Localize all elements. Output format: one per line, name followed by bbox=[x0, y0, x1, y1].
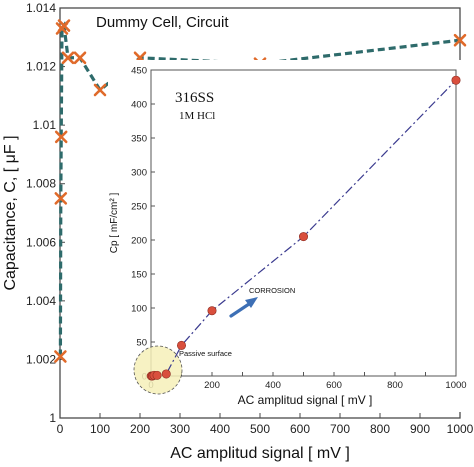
inset-x-tick-label: 400 bbox=[265, 380, 281, 391]
inset-data-point-marker bbox=[298, 232, 308, 242]
inset-data-point-marker bbox=[207, 306, 217, 316]
corrosion-arrowhead-icon bbox=[245, 297, 258, 308]
main-x-tick-label: 700 bbox=[330, 422, 350, 436]
inset-data-point-marker bbox=[177, 340, 187, 350]
inset-y-tick-label: 50 bbox=[136, 338, 147, 349]
inset-x-tick-label: 200 bbox=[204, 380, 220, 391]
inset-y-tick-label: 150 bbox=[131, 270, 147, 281]
main-x-tick-label: 200 bbox=[130, 422, 150, 436]
main-y-tick-label: 1.002 bbox=[26, 352, 56, 366]
main-data-point-marker bbox=[57, 19, 71, 32]
main-data-point-marker bbox=[54, 350, 67, 363]
main-y-tick-label: 1.008 bbox=[26, 177, 56, 191]
main-x-tick-label: 600 bbox=[290, 422, 310, 436]
main-chart-title: Dummy Cell, Circuit bbox=[96, 14, 229, 31]
inset-series bbox=[146, 75, 461, 381]
inset-y-tick-label: 450 bbox=[131, 66, 147, 77]
inset-chart-title: 316SS bbox=[175, 90, 214, 106]
main-data-point-marker bbox=[61, 51, 75, 65]
inset-y-tick-label: 100 bbox=[131, 304, 147, 315]
inset-x-axis-label: AC amplitud signal [ mV ] bbox=[238, 393, 373, 407]
main-data-point-marker bbox=[54, 192, 68, 205]
main-x-tick-label: 0 bbox=[57, 422, 64, 436]
inset-y-tick-label: 400 bbox=[131, 100, 147, 111]
inset-y-tick-label: 250 bbox=[131, 202, 147, 213]
main-x-tick-label: 800 bbox=[370, 422, 390, 436]
inset-data-point-marker bbox=[152, 370, 162, 380]
inset-y-tick-label: 200 bbox=[131, 236, 147, 247]
main-x-tick-label: 1000 bbox=[447, 422, 474, 436]
inset-data-point-marker bbox=[451, 75, 461, 85]
main-x-ticks: 0 100 200 300 400 500 600 700 800 900 1000 bbox=[57, 413, 474, 436]
main-y-tick-label: 1.004 bbox=[26, 294, 56, 308]
main-y-axis-label: Capacitance, C, [ μF ] bbox=[2, 135, 19, 290]
corrosion-annotation: CORROSION bbox=[249, 286, 295, 295]
inset-chart-subtitle: 1M HCl bbox=[179, 110, 215, 122]
inset-y-tick-label: 300 bbox=[131, 168, 147, 179]
inset-data-point-marker bbox=[161, 369, 171, 379]
main-data-point-marker bbox=[73, 51, 87, 65]
main-x-tick-label: 400 bbox=[210, 422, 230, 436]
main-y-tick-label: 1.01 bbox=[33, 118, 57, 132]
passive-region-highlight bbox=[133, 345, 183, 395]
inset-y-tick-label: 350 bbox=[131, 134, 147, 145]
inset-y-axis-label: Cp [ mF/cm² ] bbox=[109, 193, 120, 254]
main-data-point-marker bbox=[54, 130, 68, 144]
main-data-point-marker bbox=[453, 33, 467, 47]
inset-chart: 316SS 1M HCl 050100150200250300350400450… bbox=[108, 60, 473, 412]
main-x-tick-label: 900 bbox=[410, 422, 430, 436]
main-y-tick-label: 1 bbox=[49, 411, 56, 425]
inset-x-tick-label: 600 bbox=[326, 380, 342, 391]
main-y-tick-label: 1.012 bbox=[26, 60, 56, 74]
inset-x-tick-label: 1000 bbox=[445, 380, 466, 391]
main-x-tick-label: 100 bbox=[90, 422, 110, 436]
inset-x-tick-label: 800 bbox=[387, 380, 403, 391]
main-data-point-marker bbox=[93, 83, 107, 97]
main-y-tick-label: 1.014 bbox=[26, 1, 56, 15]
main-x-tick-label: 500 bbox=[250, 422, 270, 436]
main-x-tick-label: 300 bbox=[170, 422, 190, 436]
main-x-axis-label: AC amplitud signal [ mV ] bbox=[170, 445, 350, 462]
passive-surface-annotation: Passive surface bbox=[179, 349, 232, 358]
main-y-tick-label: 1.006 bbox=[26, 235, 56, 249]
main-y-ticks: 1 1.002 1.004 1.006 1.008 1.01 1.012 1.014 bbox=[26, 1, 65, 425]
